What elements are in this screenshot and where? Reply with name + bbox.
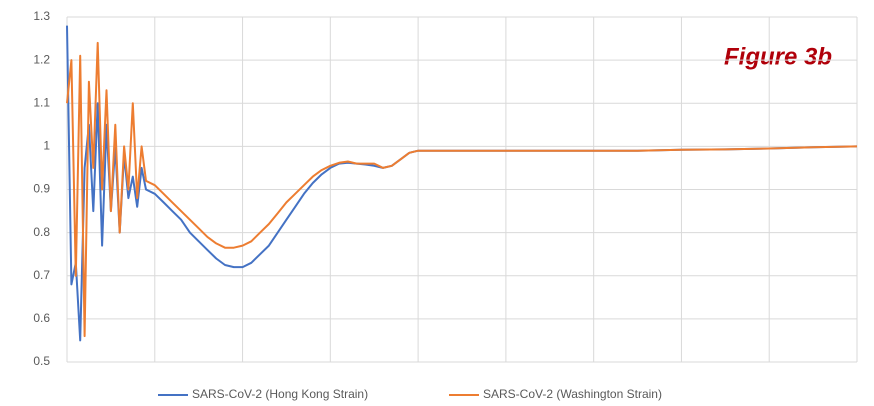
y-tick-label: 1 (43, 139, 50, 153)
annotation: Figure 3b (724, 43, 832, 70)
series-line (66, 25, 858, 342)
y-tick-label: 0.8 (33, 225, 50, 239)
y-tick-label: 1.3 (33, 9, 50, 23)
series-line (66, 41, 858, 338)
y-tick-label: 1.2 (33, 52, 50, 66)
y-tick-label: 0.6 (33, 311, 50, 325)
legend-label: SARS-CoV-2 (Washington Strain) (483, 387, 662, 401)
legend-label: SARS-CoV-2 (Hong Kong Strain) (192, 387, 368, 401)
y-tick-label: 0.9 (33, 182, 50, 196)
y-tick-label: 0.7 (33, 268, 50, 282)
y-tick-label: 1.1 (33, 95, 50, 109)
y-tick-label: 0.5 (33, 354, 50, 368)
